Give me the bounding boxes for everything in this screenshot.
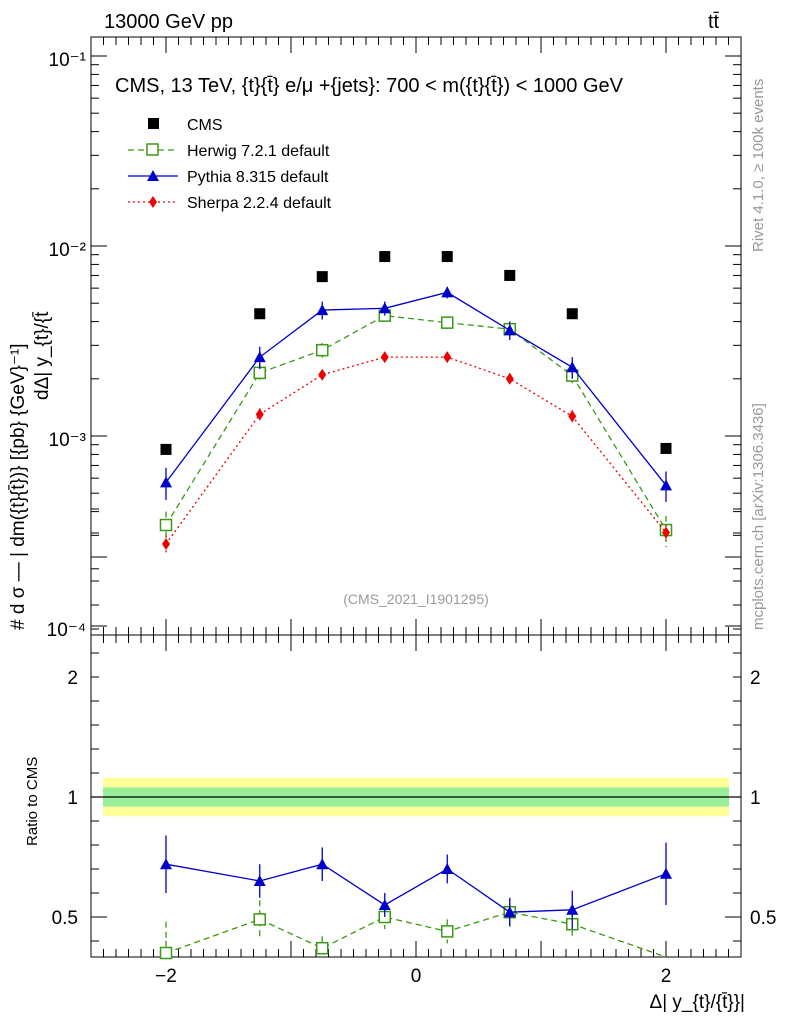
- data-point: [254, 308, 266, 320]
- x-axis-label: Δ| y_{t}/{t̄}}|: [650, 992, 745, 1013]
- data-point: [378, 302, 391, 314]
- y-label-numerator: # d σ — | dm({t}{t̄})} [{pb} {GeV}⁻¹]: [8, 343, 29, 630]
- data-point: [253, 875, 266, 886]
- main-plot-title: CMS, 13 TeV, {t}{t̄} e/μ +{jets}: 700 < …: [115, 75, 624, 97]
- data-point: [159, 946, 173, 960]
- data-point: [253, 913, 266, 926]
- header-process: tt̄: [708, 11, 720, 33]
- data-point: [160, 443, 172, 455]
- legend: CMS Herwig 7.2.1 default Pythia 8.315 de…: [128, 117, 332, 212]
- data-point: [441, 316, 454, 329]
- data-point: [566, 361, 579, 373]
- series-line: [165, 863, 667, 913]
- ratio-y-tick-label-right: 1: [750, 788, 761, 809]
- header-energy: 13000 GeV pp: [104, 11, 233, 33]
- data-point: [253, 351, 266, 363]
- main-series-sherpa: [162, 351, 670, 554]
- legend-marker-herwig: [146, 143, 159, 156]
- series-line: [165, 291, 667, 486]
- data-point: [662, 526, 670, 539]
- ratio-series-herwig: [159, 900, 667, 960]
- data-point: [660, 442, 672, 454]
- ratio-y-axis-label: Ratio to CMS: [24, 757, 41, 846]
- main-y-axis-label: # d σ — | dm({t}{t̄})} [{pb} {GeV}⁻¹] dΔ…: [8, 311, 53, 630]
- x-tick-label: 2: [661, 966, 672, 987]
- data-point: [443, 351, 452, 364]
- data-point: [568, 410, 577, 423]
- data-point: [441, 863, 454, 874]
- main-series: [159, 251, 673, 554]
- data-point: [566, 308, 578, 320]
- series-line: [165, 911, 667, 958]
- data-point: [503, 324, 516, 336]
- data-point: [441, 925, 454, 938]
- data-point: [441, 251, 453, 263]
- data-point: [318, 368, 327, 381]
- legend-marker-pythia: [147, 170, 159, 181]
- main-series-herwig: [159, 309, 673, 548]
- data-point: [316, 271, 328, 283]
- data-point: [160, 858, 172, 870]
- ratio-series-pythia: [160, 835, 672, 929]
- ratio-series: [91, 777, 741, 960]
- data-point: [160, 476, 172, 488]
- ratio-y-tick-label: 1: [67, 788, 78, 809]
- data-point: [505, 372, 514, 385]
- y-label-denominator: dΔ| y_{t}/{t̄: [32, 311, 53, 400]
- y-tick-label: 10⁻¹: [49, 50, 87, 71]
- data-point: [503, 906, 516, 918]
- legend-marker-sherpa: [149, 196, 157, 208]
- side-label-rivet: Rivet 4.1.0, ≥ 100k events: [750, 79, 767, 252]
- legend-label-pythia: Pythia 8.315 default: [187, 169, 329, 186]
- y-tick-label: 10⁻²: [49, 240, 87, 261]
- data-point: [316, 941, 329, 955]
- ratio-y-tick-label-right: 2: [750, 668, 761, 689]
- series-line: [165, 356, 667, 545]
- data-point: [316, 304, 329, 316]
- data-point: [660, 867, 672, 879]
- data-point: [504, 269, 516, 281]
- x-tick-label: 0: [411, 966, 422, 987]
- data-point: [660, 479, 672, 491]
- data-point: [380, 351, 389, 364]
- y-tick-label: 10⁻³: [49, 430, 87, 451]
- data-point: [378, 899, 391, 910]
- y-tick-label: 10⁻⁴: [47, 620, 86, 641]
- x-tick-label: −2: [155, 966, 177, 987]
- legend-label-herwig: Herwig 7.2.1 default: [187, 143, 330, 160]
- data-point: [379, 251, 391, 263]
- data-point: [316, 858, 329, 870]
- data-point: [255, 408, 264, 421]
- data-point: [159, 518, 173, 532]
- ratio-y-tick-label: 0.5: [52, 908, 78, 929]
- main-series-pythia: [160, 286, 672, 502]
- data-point: [441, 286, 454, 298]
- legend-label-sherpa: Sherpa 2.2.4 default: [187, 195, 332, 212]
- data-point: [566, 903, 579, 915]
- data-point: [162, 538, 170, 551]
- data-point: [316, 343, 329, 357]
- legend-marker-cms: [148, 118, 159, 129]
- main-series-cms: [160, 251, 672, 455]
- ratio-y-tick-label-right: 0.5: [750, 908, 776, 929]
- ratio-y-tick-label: 2: [67, 668, 78, 689]
- side-label-mcplots: mcplots.cern.ch [arXiv:1306.3436]: [750, 403, 767, 630]
- series-line: [165, 314, 667, 531]
- legend-label-cms: CMS: [187, 117, 223, 134]
- analysis-watermark: (CMS_2021_I1901295): [343, 591, 489, 607]
